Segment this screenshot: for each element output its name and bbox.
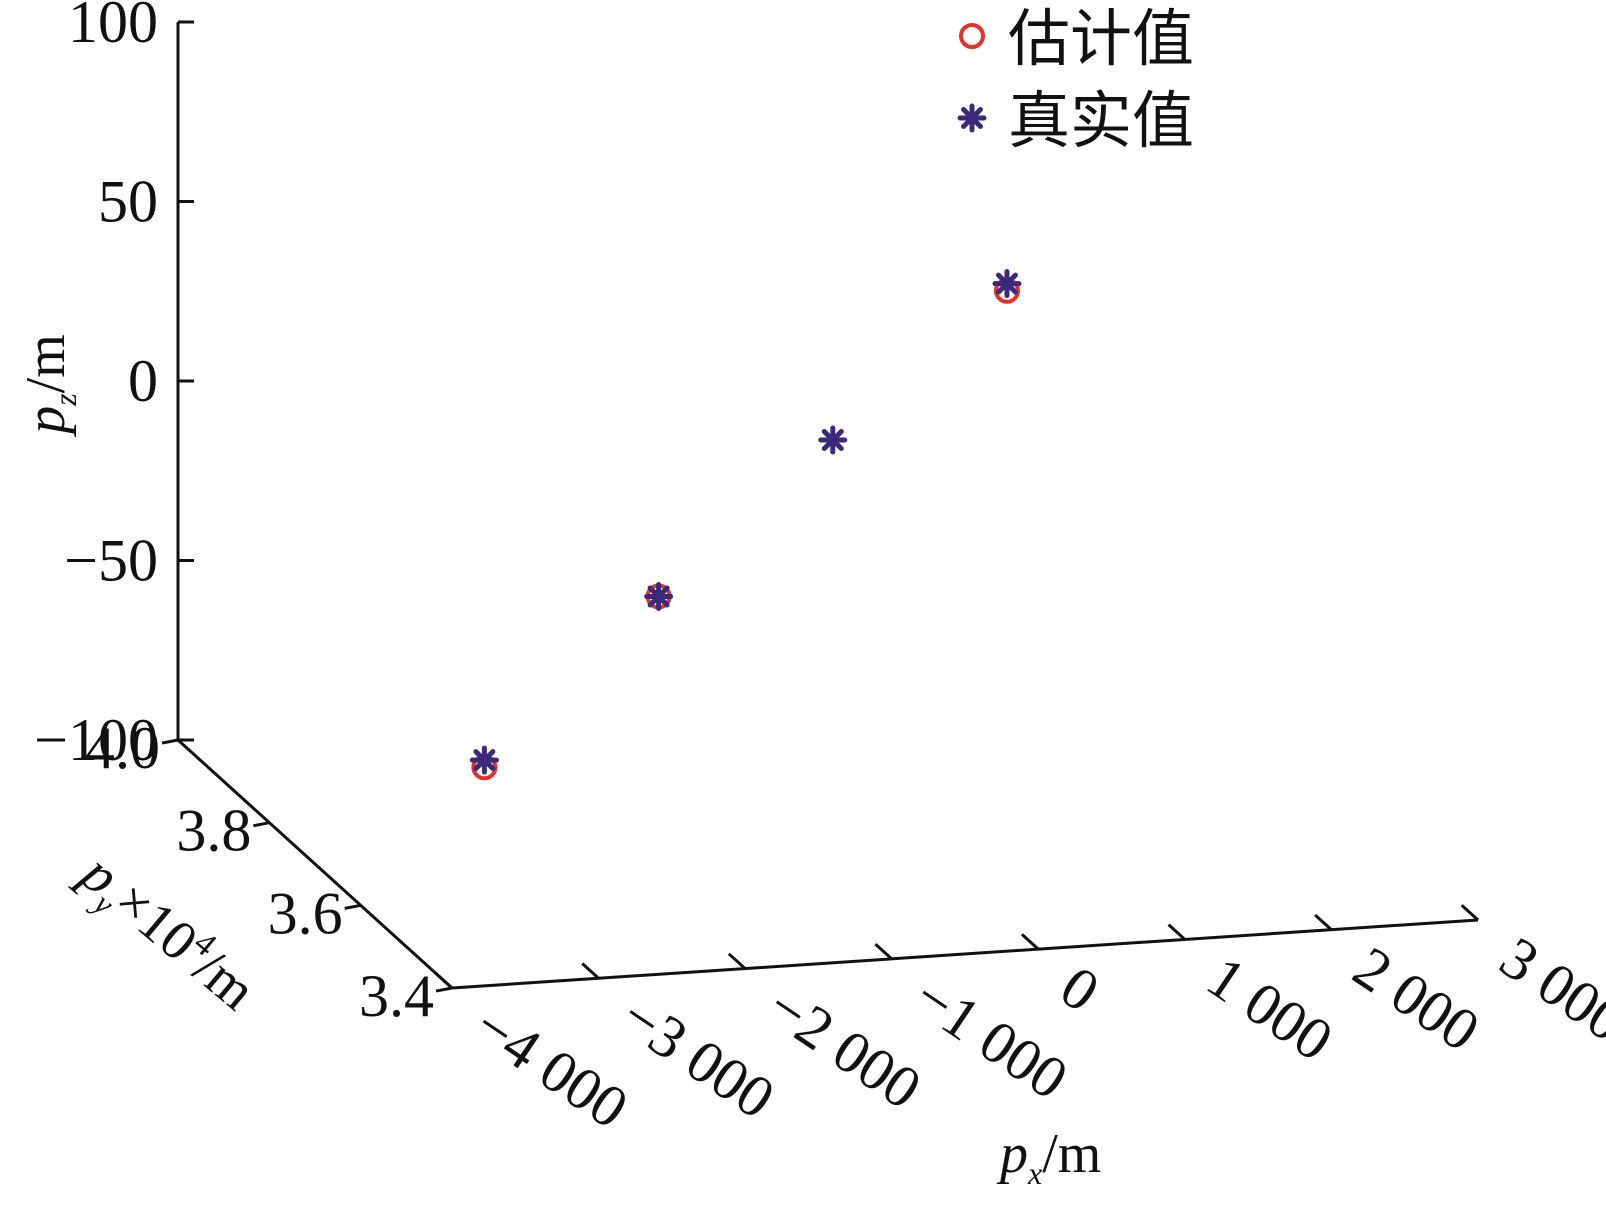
legend-label-estimate: 估计值	[1008, 6, 1194, 74]
x-tick	[1020, 933, 1040, 951]
y-tick	[344, 903, 361, 910]
y-axis-title: py×104/m	[63, 838, 269, 1027]
z-tick-label: 100	[68, 0, 158, 55]
x-tick	[1314, 913, 1333, 931]
true-value-point	[992, 269, 1022, 299]
x-tick-label: −3 000	[609, 982, 786, 1131]
true-value-point	[644, 581, 674, 611]
x-tick-label: 2 000	[1342, 934, 1491, 1064]
legend: 估计值 真实值	[957, 6, 1194, 156]
z-axis-title: pz/m	[15, 334, 83, 438]
x-tick	[727, 952, 747, 970]
true-value-point	[469, 745, 499, 775]
y-tick	[161, 738, 179, 745]
legend-marker-estimate	[959, 23, 985, 49]
y-tick-label: 3.6	[268, 880, 343, 946]
z-tick-label: −50	[64, 528, 158, 594]
x-tick-label: −1 000	[902, 963, 1079, 1112]
points-layer	[469, 269, 1022, 781]
x-tick-label: −4 000	[463, 992, 640, 1141]
ticks-layer	[161, 20, 1480, 993]
z-tick-label: −100	[34, 707, 158, 773]
true-value-point	[818, 425, 848, 455]
tick-labels-layer: −100 −50 0 50 100 3.43.6 3.84.0 −4 000−3 000−2 …	[34, 0, 1606, 1141]
y-axis-line	[176, 738, 454, 990]
legend-marker-true	[957, 103, 987, 133]
y-tick-label: 3.8	[176, 798, 251, 864]
x-tick-label: 3 000	[1489, 924, 1606, 1054]
x-tick-label: 0	[1049, 953, 1111, 1024]
y-tick-label: 3.4	[359, 963, 434, 1029]
x-tick	[434, 972, 454, 990]
legend-label-true: 真实值	[1008, 88, 1194, 156]
z-tick-label: 0	[128, 348, 158, 414]
x-tick	[874, 942, 893, 960]
y-tick-label: 4.0	[85, 715, 160, 781]
y-tick	[253, 821, 270, 828]
x-tick	[1460, 904, 1480, 922]
x-tick	[581, 962, 600, 980]
x-axis-title: px/m	[996, 1123, 1101, 1191]
x-tick-label: −2 000	[756, 973, 933, 1122]
x-axis-line	[451, 918, 1479, 990]
x-tick-label: 1 000	[1196, 943, 1345, 1073]
x-tick	[1167, 923, 1186, 941]
y-tick	[435, 986, 453, 993]
z-tick-label: 50	[98, 169, 158, 235]
